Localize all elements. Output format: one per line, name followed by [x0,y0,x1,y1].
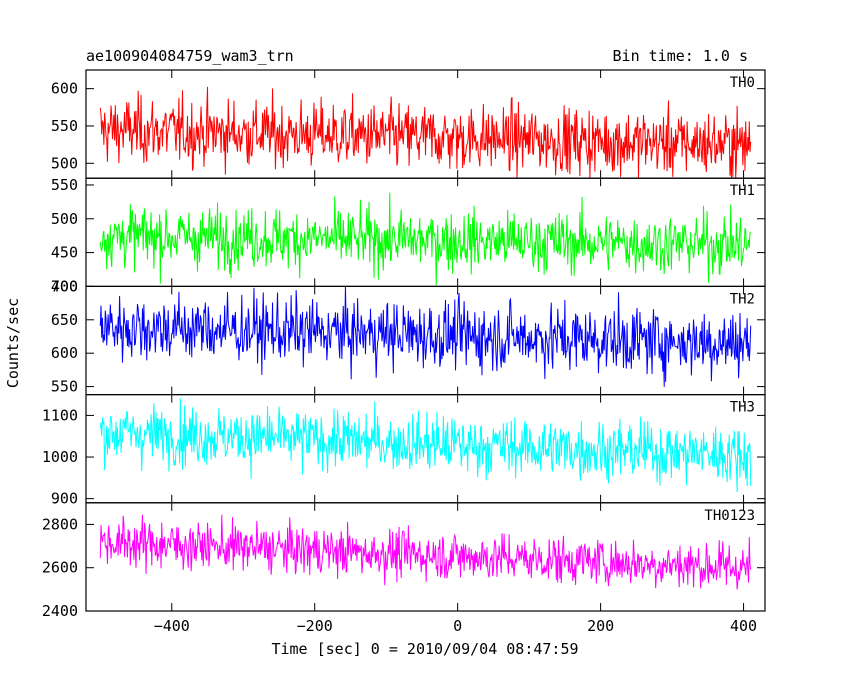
panel-label-th3: TH3 [730,400,755,416]
panel-label-th0: TH0 [730,75,755,91]
panel-th2: 550 600 650 700 TH2 [51,277,766,396]
x-tick-label: 0 [453,617,462,635]
y-tick-label: 450 [51,244,78,262]
x-tick-label: −400 [154,617,190,635]
bin-time-label: Bin time: 1.0 s [613,47,748,65]
y-tick-label: 500 [51,210,78,228]
y-tick-label: 500 [51,154,78,172]
y-tick-label: 1000 [42,448,78,466]
y-tick-label: 700 [51,277,78,295]
panel-label-th2: TH2 [730,291,755,307]
panel-th3: 900 1000 1100 TH3 [42,394,766,508]
y-tick-label: 400 [51,277,78,295]
series-th0 [99,86,752,179]
panel-frame [85,502,766,612]
y-tick-label: 550 [51,117,78,135]
y-tick-label: 1100 [42,406,78,424]
y-tick-label: 900 [51,490,78,508]
y-tick-label: 650 [51,311,78,329]
chart-title: ae100904084759_wam3_trn [86,47,294,65]
panels: 500 550 600 TH0 400 450 500 550 TH1 550 600 650 700 T… [42,69,766,635]
series-th2 [99,286,752,387]
series-th0123 [99,514,752,590]
panel-label-th1: TH1 [730,183,755,199]
y-tick-label: 550 [51,176,78,194]
panel-th0123: 2400 2600 2800 TH0123 [42,502,766,620]
panel-th0: 500 550 600 TH0 [51,69,766,179]
x-tick-label: 400 [730,617,757,635]
y-tick-label: 2800 [42,515,78,533]
series-th1 [99,192,752,286]
y-tick-label: 600 [51,80,78,98]
y-axis-label: Counts/sec [4,298,22,388]
x-axis-label: Time [sec] 0 = 2010/09/04 08:47:59 [271,640,578,658]
y-tick-label: 550 [51,378,78,396]
panel-label-th0123: TH0123 [704,508,755,524]
x-tick-label: −200 [297,617,333,635]
y-tick-label: 600 [51,344,78,362]
y-tick-label: 2600 [42,559,78,577]
panel-th1: 400 450 500 550 TH1 [51,176,766,295]
series-th3 [99,398,752,493]
y-tick-label: 2400 [42,602,78,620]
x-tick-label: 200 [587,617,614,635]
